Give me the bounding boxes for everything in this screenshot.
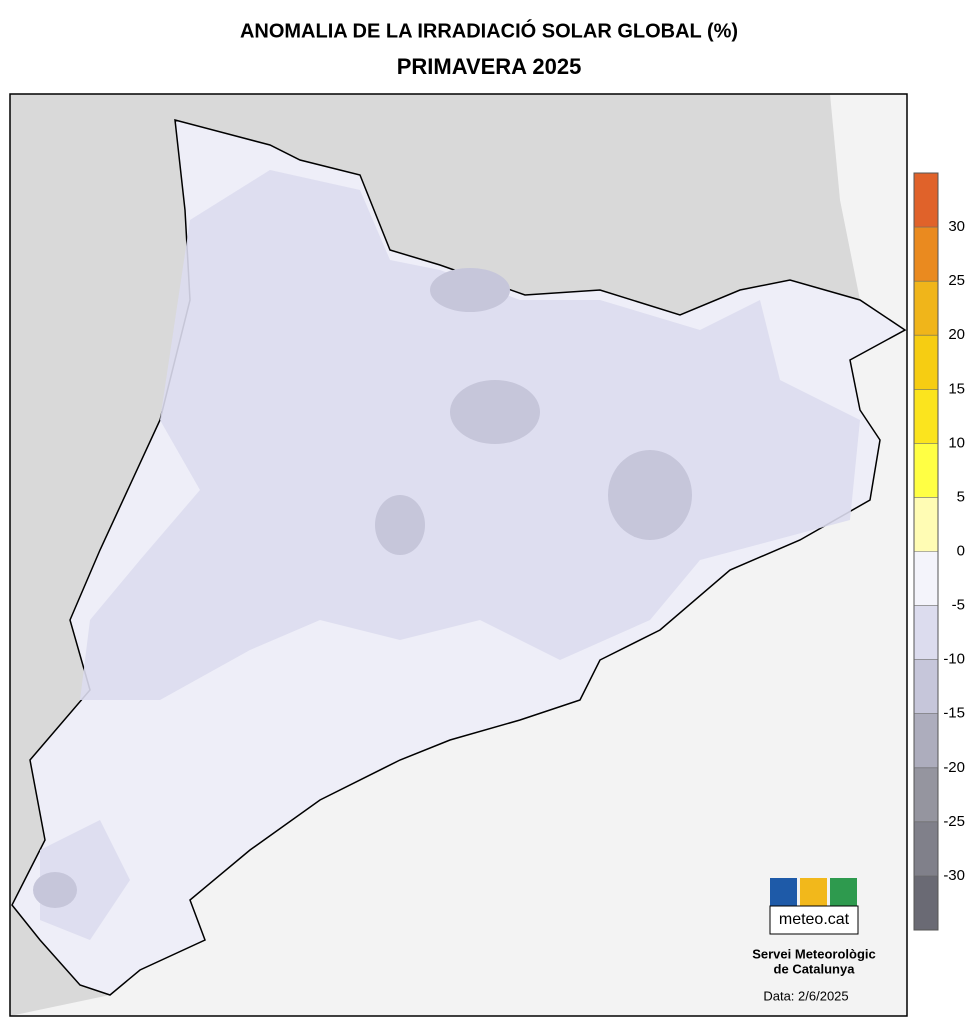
sea-east [830, 94, 907, 330]
colorbar-band [914, 821, 938, 876]
colorbar-band [914, 227, 938, 282]
colorbar-band [914, 335, 938, 390]
land-terrain [10, 94, 907, 1016]
org-name: Servei Meteorològic [752, 946, 876, 961]
colorbar-tick-label: 0 [957, 542, 965, 559]
anomaly-areas-strong [33, 268, 692, 908]
title: ANOMALIA DE LA IRRADIACIÓ SOLAR GLOBAL (… [240, 18, 738, 42]
colorbar: 30 25 20 15 10 5 0 -5 -10 -15 -20 -25 -30 [913, 172, 965, 931]
colorbar-tick-label: 5 [957, 488, 965, 505]
colorbar-band [914, 605, 938, 660]
colorbar-band [914, 875, 938, 930]
colorbar-band [914, 551, 938, 606]
colorbar-band [914, 281, 938, 336]
colorbar-tick-label: -25 [943, 813, 965, 830]
colorbar-tick-label: -5 [952, 597, 965, 614]
colorbar-tick-label: -15 [943, 705, 965, 722]
map [9, 93, 908, 1017]
colorbar-band [914, 767, 938, 822]
colorbar-tick-label: -30 [943, 867, 965, 884]
logo: meteo.cat [769, 878, 859, 935]
colorbar-tick-label: 15 [948, 380, 965, 397]
colorbar-tick-label: 20 [948, 326, 965, 343]
subtitle: PRIMAVERA 2025 [397, 54, 582, 79]
colorbar-band [914, 389, 938, 444]
colorbar-band [914, 443, 938, 498]
colorbar-band [914, 659, 938, 714]
colorbar-tick-label: 10 [948, 434, 965, 451]
colorbar-band [914, 497, 938, 552]
logo-text: meteo.cat [779, 911, 850, 928]
colorbar-tick-label: 30 [948, 218, 965, 235]
colorbar-band [914, 713, 938, 768]
org-name: de Catalunya [774, 961, 856, 976]
colorbar-tick-label: 25 [948, 272, 965, 289]
colorbar-tick-label: -20 [943, 759, 965, 776]
map-frame [9, 93, 908, 1017]
colorbar-band [914, 173, 938, 228]
date: Data: 2/6/2025 [763, 988, 848, 1003]
colorbar-tick-label: -10 [943, 651, 965, 668]
